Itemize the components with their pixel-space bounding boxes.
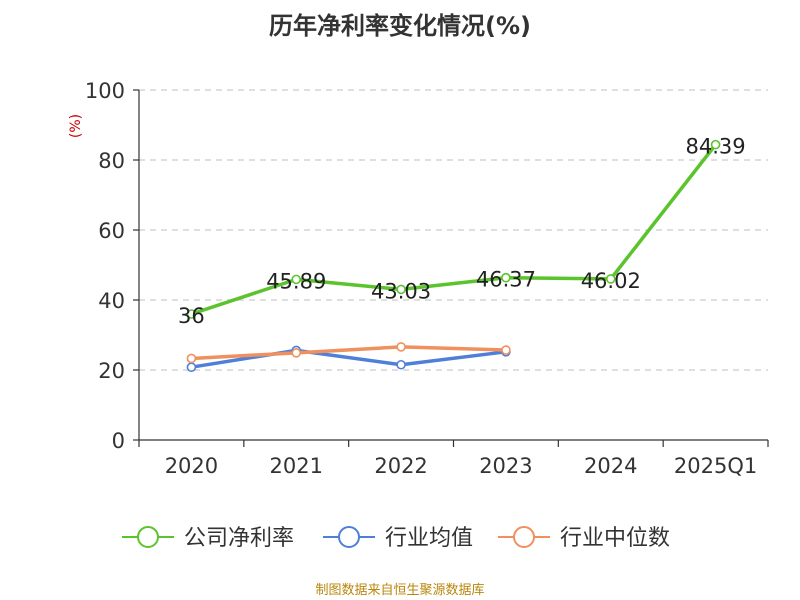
legend-marker — [338, 526, 360, 548]
y-tick-label: 60 — [98, 219, 125, 243]
series-line — [191, 345, 506, 361]
data-point — [396, 359, 406, 370]
data-label: 46.37 — [476, 268, 536, 292]
legend-label: 行业中位数 — [560, 526, 670, 551]
y-axis-label: (%) — [68, 114, 84, 138]
series-line — [191, 348, 507, 369]
data-point — [396, 284, 406, 295]
data-point — [605, 274, 616, 284]
data-label: 46.02 — [581, 269, 641, 293]
chart-title: 历年净利率变化情况(%) — [269, 12, 531, 40]
source-note: 制图数据来自恒生聚源数据库 — [315, 583, 485, 598]
data-point — [186, 353, 197, 364]
y-tick-label: 100 — [85, 79, 125, 103]
x-tick-label: 2025Q1 — [674, 454, 757, 478]
data-label: 84.39 — [686, 135, 746, 159]
data-point — [186, 309, 197, 319]
x-tick-label: 2020 — [165, 454, 218, 478]
y-tick-label: 40 — [98, 289, 125, 313]
y-tick-label: 80 — [98, 149, 125, 173]
legend-label: 行业均值 — [385, 526, 473, 551]
x-tick-label: 2023 — [479, 454, 532, 478]
legend: 公司净利率 行业均值 行业中位数 — [122, 526, 670, 551]
series-layer: 36 45.89 43.03 46.37 46.02 84.39 — [178, 135, 746, 373]
y-tick-label: 20 — [98, 359, 125, 383]
legend-label: 公司净利率 — [184, 526, 294, 551]
data-point — [501, 345, 511, 355]
data-point — [186, 362, 197, 373]
legend-marker — [137, 526, 159, 548]
axes: 0 20 40 60 80 100 2020 2021 2022 2023 2024 2025Q1 (%… — [68, 79, 769, 478]
x-tick-label: 2022 — [374, 454, 427, 478]
data-label: 43.03 — [371, 279, 431, 303]
data-point — [501, 272, 511, 283]
data-label: 45.89 — [266, 269, 326, 293]
y-tick-label: 0 — [112, 429, 125, 453]
data-point — [396, 342, 406, 352]
x-tick-label: 2024 — [584, 454, 637, 478]
grid-lines — [139, 89, 768, 371]
data-point — [291, 274, 302, 285]
legend-marker — [513, 526, 535, 548]
series-line — [190, 143, 717, 316]
data-point — [291, 348, 302, 358]
data-label: 36 — [178, 304, 205, 328]
x-tick-label: 2021 — [270, 454, 323, 478]
data-point — [710, 139, 721, 150]
